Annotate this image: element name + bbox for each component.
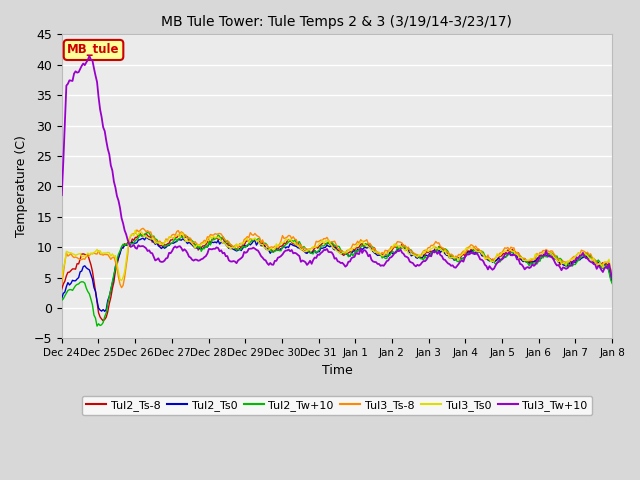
Text: MB_tule: MB_tule [67,44,120,57]
Legend: Tul2_Ts-8, Tul2_Ts0, Tul2_Tw+10, Tul3_Ts-8, Tul3_Ts0, Tul3_Tw+10: Tul2_Ts-8, Tul2_Ts0, Tul2_Tw+10, Tul3_Ts… [82,396,592,416]
Y-axis label: Temperature (C): Temperature (C) [15,135,28,237]
X-axis label: Time: Time [321,364,352,377]
Title: MB Tule Tower: Tule Temps 2 & 3 (3/19/14-3/23/17): MB Tule Tower: Tule Temps 2 & 3 (3/19/14… [161,15,513,29]
